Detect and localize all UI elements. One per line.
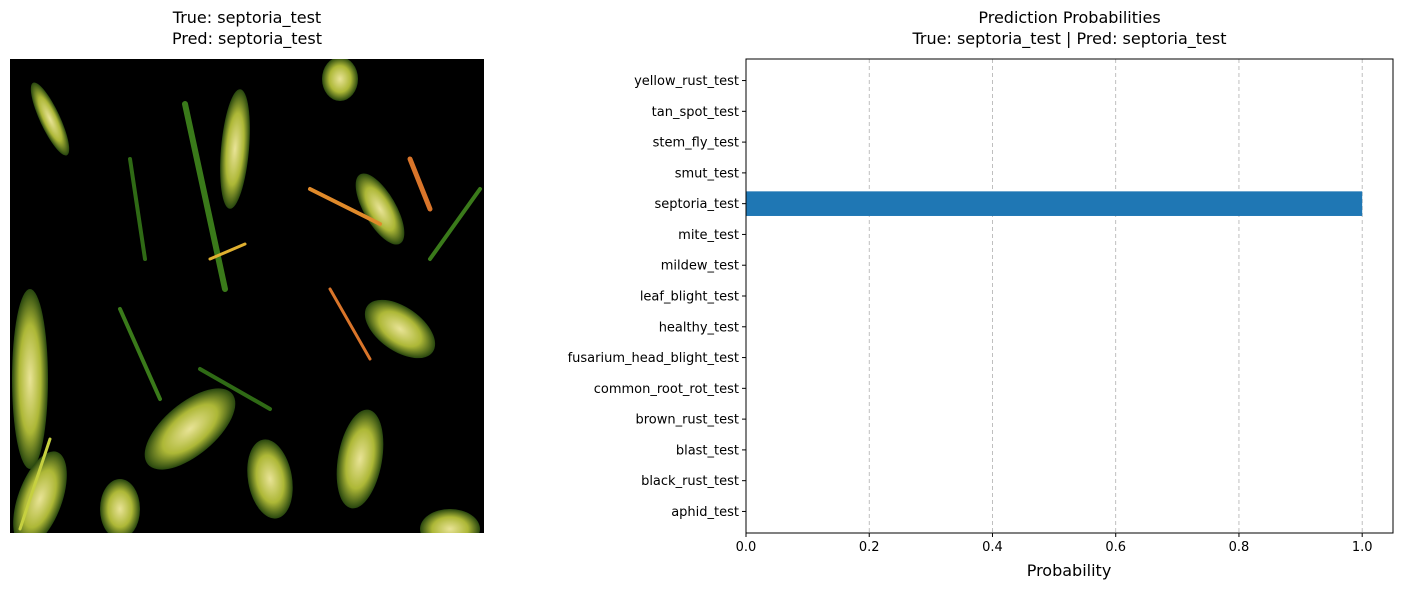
grid-lines xyxy=(868,59,1363,533)
y-ticks: aphid_test black_rust_test blast_test brown… xyxy=(568,74,746,520)
bar-septoria_test xyxy=(746,191,1363,216)
x-tick-label: 0.2 xyxy=(859,540,880,555)
x-tick-label: 0.4 xyxy=(982,540,1003,555)
x-tick-label: 1.0 xyxy=(1352,540,1373,555)
chart-subtitle: True: septoria_test | Pred: septoria_tes… xyxy=(912,29,1227,48)
bars xyxy=(746,191,1363,216)
x-axis-title: Probability xyxy=(1027,561,1112,580)
y-tick-label: aphid_test xyxy=(671,505,739,520)
y-tick-label: mite_test xyxy=(678,228,739,243)
y-tick-label: stem_fly_test xyxy=(653,136,739,151)
y-tick-label: smut_test xyxy=(675,166,739,181)
image-title-true: True: septoria_test xyxy=(172,8,322,27)
y-tick-label: septoria_test xyxy=(655,197,739,212)
y-tick-label: tan_spot_test xyxy=(652,105,739,120)
image-title: True: septoria_test Pred: septoria_test xyxy=(10,7,484,49)
image-title-pred: Pred: septoria_test xyxy=(171,29,323,48)
plot-frame xyxy=(745,58,1394,534)
x-tick-label: 0.6 xyxy=(1105,540,1126,555)
chart-title-main: Prediction Probabilities xyxy=(978,8,1161,27)
x-tick-label: 0.8 xyxy=(1229,540,1250,555)
y-tick-label: blast_test xyxy=(676,443,739,458)
x-ticks: 0.0 0.2 0.4 0.6 0.8 1.0 xyxy=(736,533,1373,555)
wheat-sample-image xyxy=(10,59,484,533)
y-tick-label: mildew_test xyxy=(661,259,739,274)
x-tick-label: 0.0 xyxy=(736,540,757,555)
chart-title: Prediction Probabilities True: septoria_… xyxy=(746,7,1393,49)
y-tick-label: yellow_rust_test xyxy=(634,74,739,89)
y-tick-label: common_root_rot_test xyxy=(594,382,739,397)
y-tick-label: black_rust_test xyxy=(641,474,739,489)
y-tick-label: leaf_blight_test xyxy=(640,290,739,305)
y-tick-label: healthy_test xyxy=(659,320,739,335)
y-tick-label: fusarium_head_blight_test xyxy=(568,351,739,366)
y-tick-label: brown_rust_test xyxy=(635,413,739,428)
